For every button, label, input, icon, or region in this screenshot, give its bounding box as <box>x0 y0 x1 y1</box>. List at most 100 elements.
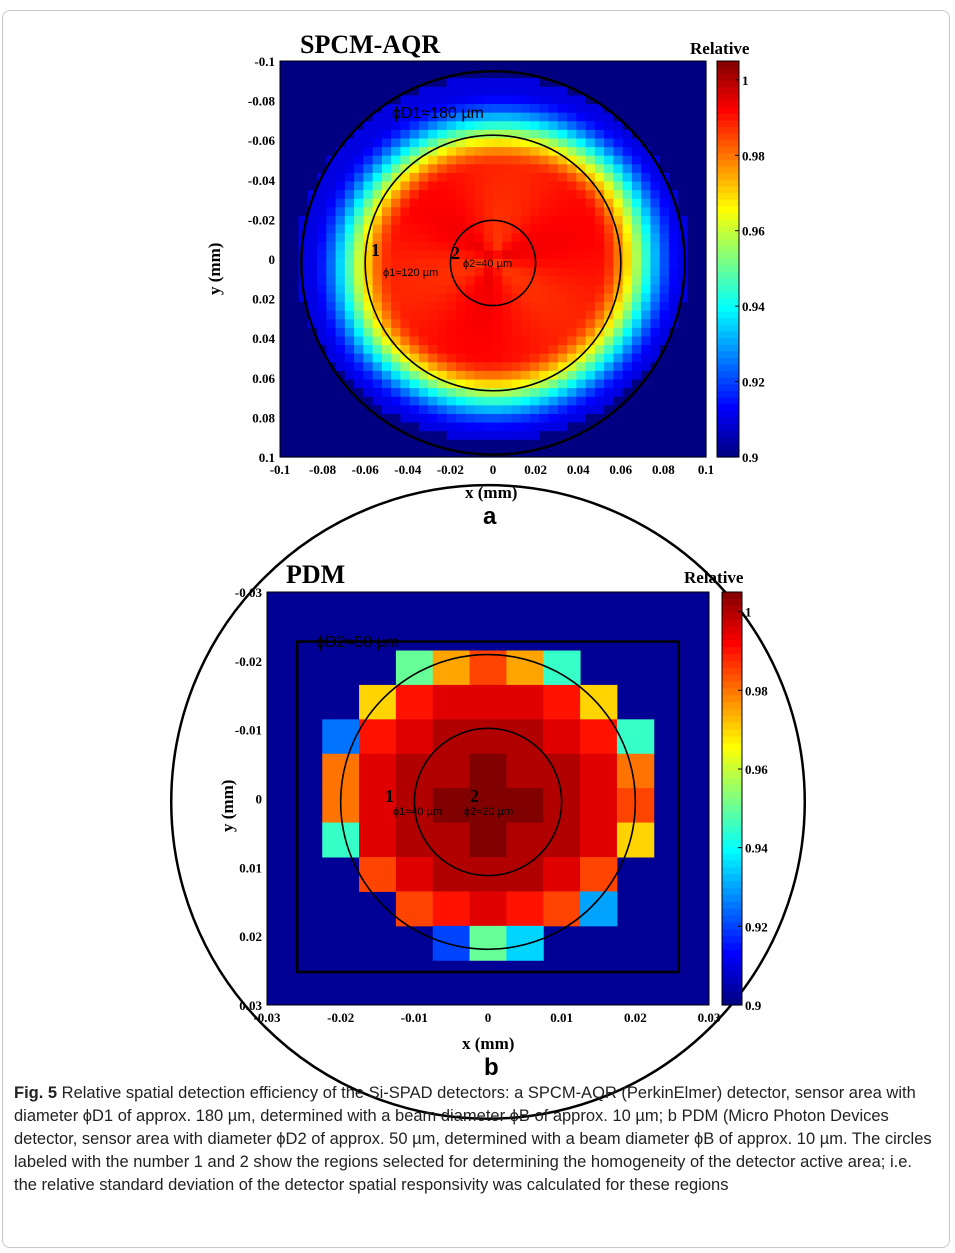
heatmap-cell <box>381 241 392 251</box>
heatmap-cell <box>317 353 327 363</box>
heatmap-cell <box>391 61 401 71</box>
heatmap-cell <box>493 284 503 295</box>
heatmap-cell <box>548 129 559 140</box>
heatmap-cell <box>437 302 448 312</box>
heatmap-cell <box>641 172 652 183</box>
heatmap-a <box>279 60 707 458</box>
x-tick-label: 0.01 <box>550 1010 573 1025</box>
heatmap-cell <box>381 207 392 217</box>
colorbar-segment <box>722 956 742 965</box>
heatmap-cell <box>548 61 559 71</box>
heatmap-cell <box>696 190 707 200</box>
heatmap-cell <box>493 95 503 105</box>
heatmap-cell <box>678 388 689 398</box>
heatmap-cell <box>298 86 309 97</box>
heatmap-cell <box>418 413 429 424</box>
colorbar-segment <box>722 619 742 628</box>
heatmap-cell <box>474 362 485 372</box>
heatmap-cell <box>511 345 522 355</box>
heatmap-cell <box>659 327 670 338</box>
heatmap-cell <box>659 198 670 208</box>
heatmap-cell <box>418 353 429 363</box>
heatmap-cell <box>650 439 661 449</box>
heatmap-cell <box>678 78 689 88</box>
colorbar-segment <box>722 702 742 710</box>
heatmap-cell <box>576 190 587 200</box>
heatmap-cell <box>557 104 568 114</box>
heatmap-cell <box>678 319 689 329</box>
heatmap-cell <box>483 302 494 312</box>
heatmap-cell <box>317 413 327 424</box>
heatmap-cell <box>446 138 457 148</box>
heatmap-cell <box>567 138 577 148</box>
heatmap-cell <box>446 448 457 458</box>
heatmap-cell <box>391 215 401 226</box>
heatmap-cell <box>557 190 568 200</box>
heatmap-cell <box>409 293 420 303</box>
heatmap-cell <box>622 207 633 217</box>
heatmap-cell <box>687 241 698 251</box>
heatmap-cell <box>502 190 513 200</box>
heatmap-cell <box>391 259 401 269</box>
heatmap-cell <box>650 388 661 398</box>
heatmap-cell <box>641 129 652 140</box>
heatmap-cell <box>576 95 587 105</box>
heatmap-cell <box>650 336 661 346</box>
caption-text: Relative spatial detection efficiency of… <box>14 1084 932 1194</box>
colorbar-segment <box>722 743 742 751</box>
heatmap-cell <box>446 207 457 217</box>
heatmap-cell <box>465 319 476 329</box>
heatmap-cell <box>391 129 401 140</box>
heatmap-cell <box>400 233 411 243</box>
panel-a-xlabel: x (mm) <box>465 483 518 502</box>
heatmap-cell <box>483 207 494 217</box>
heatmap-cell <box>502 276 513 286</box>
heatmap-cell <box>493 413 503 424</box>
colorbar-segment <box>717 298 739 306</box>
heatmap-cell <box>465 241 476 251</box>
heatmap-cell <box>335 155 346 165</box>
y-tick-label: 0.01 <box>239 860 262 875</box>
heatmap-cell <box>280 61 290 71</box>
heatmap-cell <box>585 198 596 208</box>
heatmap-cell <box>446 439 457 449</box>
heatmap-cell <box>557 172 568 183</box>
heatmap-cell <box>641 362 652 372</box>
heatmap-cell <box>455 190 466 200</box>
heatmap-cell <box>539 353 550 363</box>
heatmap-cell <box>687 233 698 243</box>
heatmap-cell <box>650 259 661 269</box>
heatmap-cell <box>363 224 374 234</box>
heatmap-cell <box>668 129 679 140</box>
heatmap-cell <box>428 362 439 372</box>
heatmap-cell <box>326 147 337 157</box>
heatmap-cell <box>539 241 550 251</box>
heatmap-cell <box>594 267 605 277</box>
heatmap-cell <box>335 353 346 363</box>
heatmap-cell <box>613 336 624 346</box>
heatmap-cell <box>372 250 383 260</box>
heatmap-cell <box>409 69 420 79</box>
y-tick-label: 0.04 <box>252 331 275 346</box>
heatmap-cell <box>465 413 476 424</box>
heatmap-cell <box>437 362 448 372</box>
heatmap-cell <box>432 891 471 927</box>
heatmap-cell <box>391 293 401 303</box>
heatmap-cell <box>696 370 707 381</box>
heatmap-cell <box>622 276 633 286</box>
heatmap-cell <box>354 112 364 122</box>
heatmap-cell <box>400 405 411 415</box>
heatmap-cell <box>530 293 540 303</box>
heatmap-cell <box>567 233 577 243</box>
heatmap-cell <box>668 61 679 71</box>
heatmap-cell <box>687 61 698 71</box>
heatmap-cell <box>641 138 652 148</box>
heatmap-cell <box>650 95 661 105</box>
colorbar-segment <box>717 153 739 161</box>
heatmap-cell <box>326 431 337 441</box>
heatmap-cell <box>280 370 290 381</box>
heatmap-cell <box>650 379 661 389</box>
heatmap-cell <box>585 164 596 174</box>
heatmap-cell <box>659 370 670 381</box>
heatmap-cell <box>539 413 550 424</box>
